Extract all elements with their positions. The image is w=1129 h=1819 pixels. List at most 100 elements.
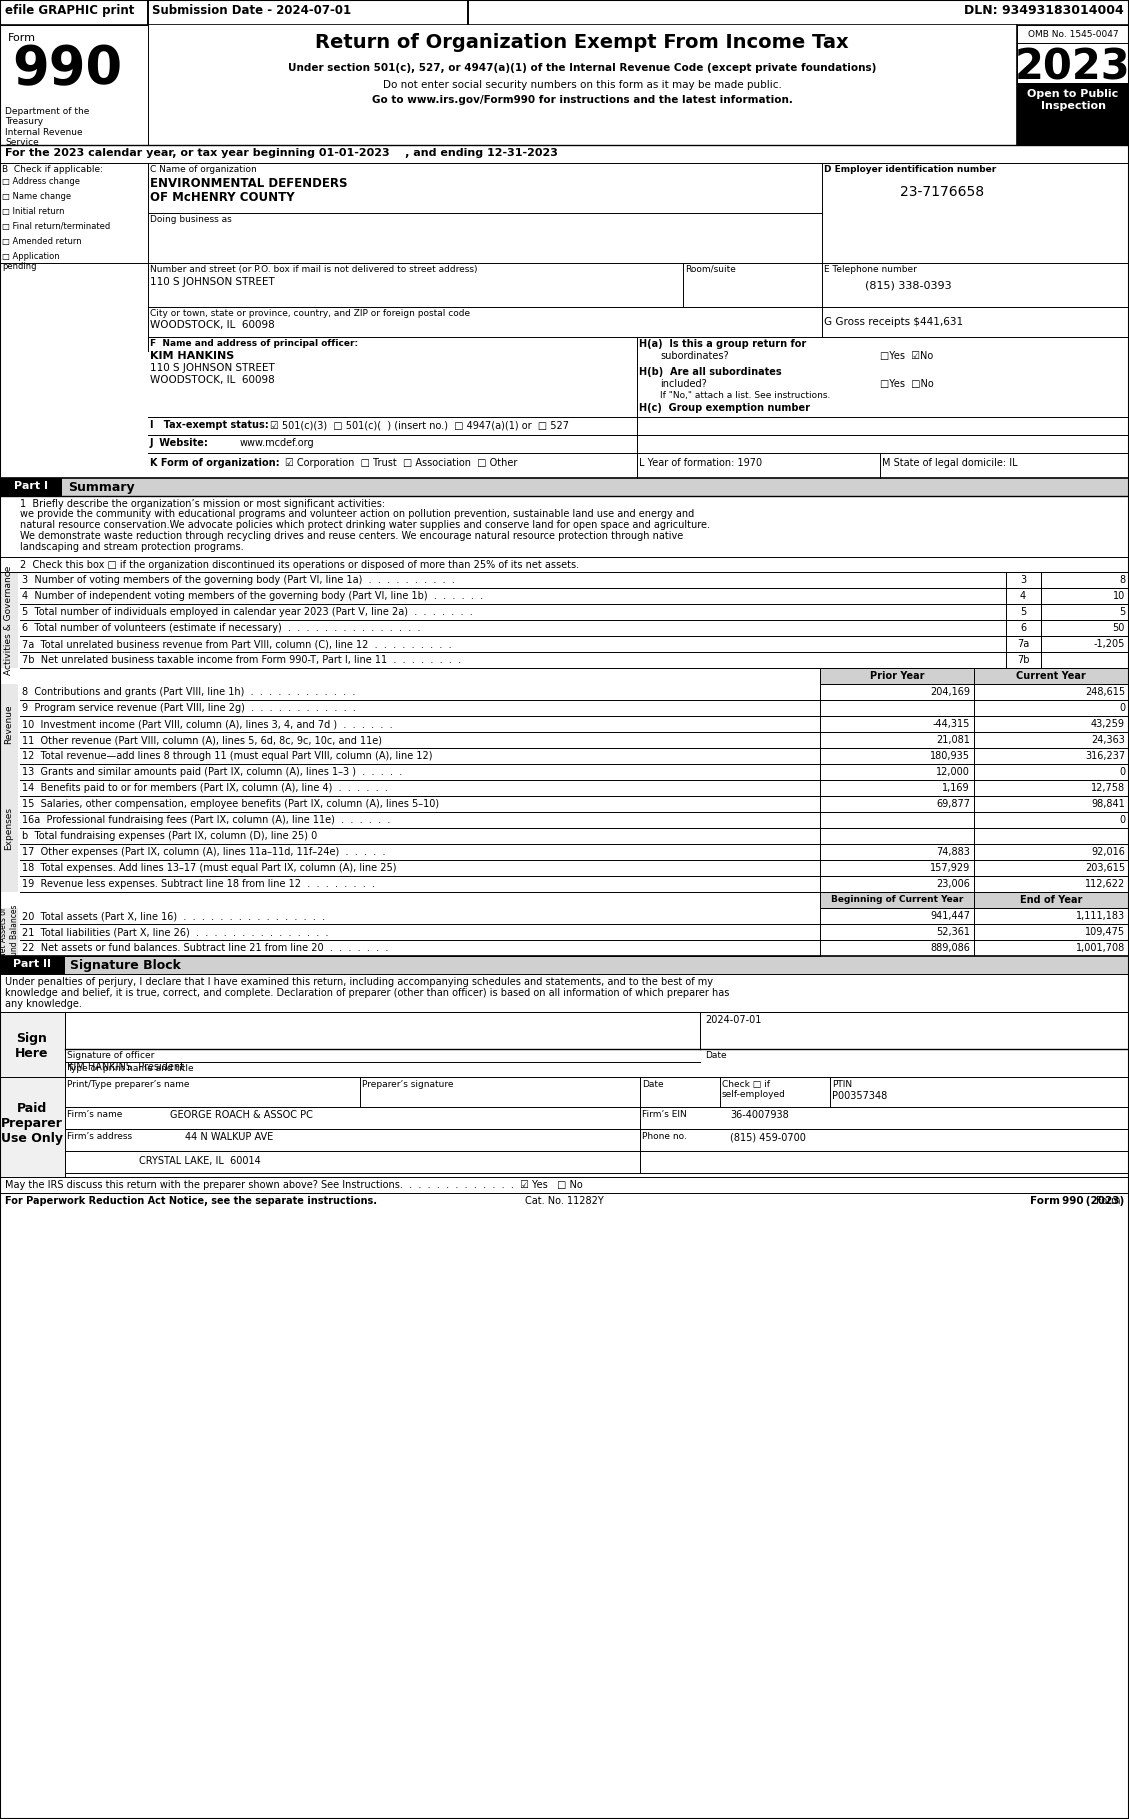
Text: 13  Grants and similar amounts paid (Part IX, column (A), lines 1–3 )  .  .  .  : 13 Grants and similar amounts paid (Part… <box>21 768 402 777</box>
Text: □ Application
pending: □ Application pending <box>2 253 60 271</box>
Bar <box>820 924 974 940</box>
Text: If "No," attach a list. See instructions.: If "No," attach a list. See instructions… <box>660 391 830 400</box>
Bar <box>974 668 1129 684</box>
Bar <box>1041 571 1129 588</box>
Bar <box>0 684 18 764</box>
Text: □ Initial return: □ Initial return <box>2 207 64 216</box>
Text: 7a: 7a <box>1017 638 1030 649</box>
Text: Date: Date <box>704 1051 727 1060</box>
Text: Form: Form <box>8 33 36 44</box>
Text: subordinates?: subordinates? <box>660 351 728 360</box>
Text: 180,935: 180,935 <box>930 751 970 760</box>
Bar <box>1041 588 1129 604</box>
Text: Do not enter social security numbers on this form as it may be made public.: Do not enter social security numbers on … <box>383 80 781 89</box>
Text: KIM HANKINS  President: KIM HANKINS President <box>67 1062 184 1071</box>
Text: PTIN: PTIN <box>832 1080 852 1090</box>
Text: 4: 4 <box>1019 591 1026 600</box>
Bar <box>974 780 1129 797</box>
Text: Submission Date - 2024-07-01: Submission Date - 2024-07-01 <box>152 4 351 16</box>
Text: 3  Number of voting members of the governing body (Part VI, line 1a)  .  .  .  .: 3 Number of voting members of the govern… <box>21 575 455 586</box>
Bar <box>820 811 974 828</box>
Text: www.mcdef.org: www.mcdef.org <box>240 438 315 447</box>
Bar <box>1041 637 1129 651</box>
Text: 22  Net assets or fund balances. Subtract line 21 from line 20  .  .  .  .  .  .: 22 Net assets or fund balances. Subtract… <box>21 942 388 953</box>
Text: Activities & Governance: Activities & Governance <box>5 566 14 675</box>
Bar <box>0 957 1129 973</box>
Bar <box>820 891 974 908</box>
Text: 1,169: 1,169 <box>943 782 970 793</box>
Bar <box>820 684 974 700</box>
Text: Date: Date <box>642 1080 664 1090</box>
Text: 2024-07-01: 2024-07-01 <box>704 1015 761 1024</box>
Text: efile GRAPHIC print: efile GRAPHIC print <box>5 4 134 16</box>
Bar <box>974 924 1129 940</box>
Bar <box>1017 25 1129 146</box>
Text: 5: 5 <box>1119 608 1124 617</box>
Text: 2  Check this box □ if the organization discontinued its operations or disposed : 2 Check this box □ if the organization d… <box>20 560 579 569</box>
Text: I   Tax-exempt status:: I Tax-exempt status: <box>150 420 269 429</box>
Text: Open to Public
Inspection: Open to Public Inspection <box>1027 89 1119 111</box>
Bar <box>974 717 1129 731</box>
Text: 316,237: 316,237 <box>1085 751 1124 760</box>
Text: 0: 0 <box>1119 768 1124 777</box>
Bar <box>0 25 148 146</box>
Bar <box>0 146 1129 164</box>
Bar <box>0 478 1129 497</box>
Bar <box>974 844 1129 860</box>
Text: Summary: Summary <box>68 480 134 495</box>
Text: 16a  Professional fundraising fees (Part IX, column (A), line 11e)  .  .  .  .  : 16a Professional fundraising fees (Part … <box>21 815 391 826</box>
Bar <box>974 860 1129 877</box>
Bar <box>974 684 1129 700</box>
Text: 21  Total liabilities (Part X, line 26)  .  .  .  .  .  .  .  .  .  .  .  .  .  : 21 Total liabilities (Part X, line 26) .… <box>21 928 329 937</box>
Text: Prior Year: Prior Year <box>869 671 925 680</box>
Text: 1,111,183: 1,111,183 <box>1076 911 1124 920</box>
Text: 98,841: 98,841 <box>1092 799 1124 809</box>
Text: 4  Number of independent voting members of the governing body (Part VI, line 1b): 4 Number of independent voting members o… <box>21 591 483 600</box>
Bar <box>1006 588 1041 604</box>
Text: we provide the community with educational programs and volunteer action on pollu: we provide the community with educationa… <box>20 509 694 518</box>
Text: Form: Form <box>1096 1197 1124 1206</box>
Text: Revenue: Revenue <box>5 704 14 744</box>
Text: 6: 6 <box>1019 622 1026 633</box>
Text: Room/suite: Room/suite <box>685 266 736 275</box>
Text: 50: 50 <box>1112 622 1124 633</box>
Text: WOODSTOCK, IL  60098: WOODSTOCK, IL 60098 <box>150 320 274 329</box>
Text: OF McHENRY COUNTY: OF McHENRY COUNTY <box>150 191 295 204</box>
Bar <box>974 748 1129 764</box>
Text: 5  Total number of individuals employed in calendar year 2023 (Part V, line 2a) : 5 Total number of individuals employed i… <box>21 608 473 617</box>
Bar <box>820 764 974 780</box>
Text: 12,000: 12,000 <box>936 768 970 777</box>
Text: 7a  Total unrelated business revenue from Part VIII, column (C), line 12  .  .  : 7a Total unrelated business revenue from… <box>21 638 452 649</box>
Text: Net Assets or
Fund Balances: Net Assets or Fund Balances <box>0 904 19 960</box>
Text: 157,929: 157,929 <box>930 862 970 873</box>
Text: Phone no.: Phone no. <box>642 1131 686 1141</box>
Bar <box>1006 604 1041 620</box>
Text: □ Final return/terminated: □ Final return/terminated <box>2 222 111 231</box>
Bar <box>820 748 974 764</box>
Bar <box>1017 84 1129 146</box>
Text: L Year of formation: 1970: L Year of formation: 1970 <box>639 458 762 467</box>
Text: Preparer’s signature: Preparer’s signature <box>362 1080 454 1090</box>
Bar <box>0 164 148 264</box>
Bar <box>0 764 18 891</box>
Bar <box>820 860 974 877</box>
Text: 15  Salaries, other compensation, employee benefits (Part IX, column (A), lines : 15 Salaries, other compensation, employe… <box>21 799 439 809</box>
Text: End of Year: End of Year <box>1019 895 1083 906</box>
Text: 941,447: 941,447 <box>930 911 970 920</box>
Text: 0: 0 <box>1119 702 1124 713</box>
Text: Department of the
Treasury
Internal Revenue
Service: Department of the Treasury Internal Reve… <box>5 107 89 147</box>
Bar <box>1006 651 1041 668</box>
Text: G Gross receipts $441,631: G Gross receipts $441,631 <box>824 317 963 327</box>
Text: □Yes  ☑No: □Yes ☑No <box>879 351 934 360</box>
Text: OMB No. 1545-0047: OMB No. 1545-0047 <box>1027 29 1119 38</box>
Text: 18  Total expenses. Add lines 13–17 (must equal Part IX, column (A), line 25): 18 Total expenses. Add lines 13–17 (must… <box>21 862 396 873</box>
Text: 0: 0 <box>1119 815 1124 826</box>
Bar <box>148 264 683 307</box>
Bar <box>1041 651 1129 668</box>
Bar <box>1006 620 1041 637</box>
Text: natural resource conservation.We advocate policies which protect drinking water : natural resource conservation.We advocat… <box>20 520 710 529</box>
Text: D Employer identification number: D Employer identification number <box>824 166 996 175</box>
Bar <box>0 908 18 957</box>
Bar <box>1006 637 1041 651</box>
Text: J  Website:: J Website: <box>150 438 209 447</box>
